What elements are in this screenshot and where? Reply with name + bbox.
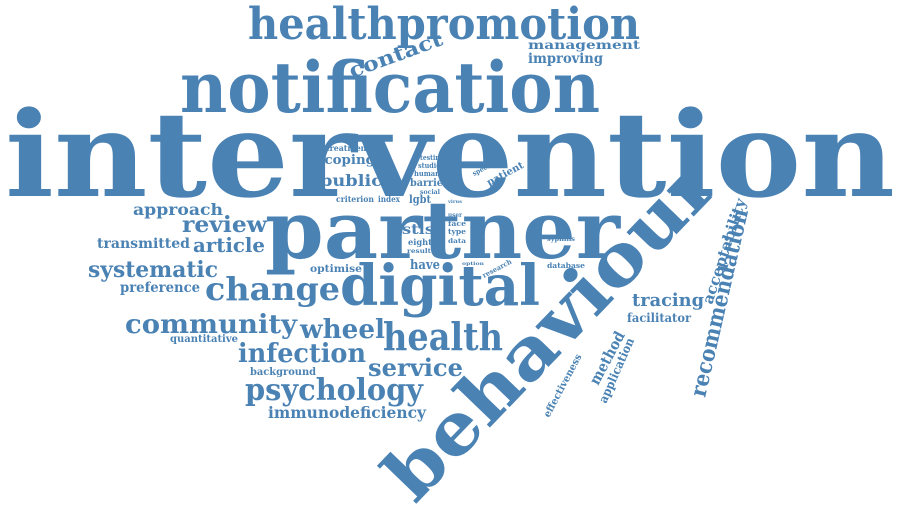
word-barrier: barrier: [410, 178, 449, 189]
word-tracing: tracing: [632, 290, 704, 311]
word-immunodeficiency: immunodeficiency: [268, 403, 427, 422]
word-lgbt: lgbt: [409, 193, 432, 206]
word-preference: preference: [120, 280, 200, 296]
word-eight: eight: [408, 237, 432, 247]
word-service: service: [368, 353, 463, 382]
word-data: data: [448, 238, 466, 245]
word-type: type: [448, 227, 467, 236]
word-syphilis: syphilis: [547, 236, 576, 243]
word-article: article: [193, 233, 265, 257]
word-management: management: [528, 38, 641, 52]
word-psychology: psychology: [245, 373, 425, 408]
word-have: have: [410, 258, 440, 273]
word-wheel: wheel: [299, 315, 385, 345]
word-index: index: [378, 194, 400, 204]
word-human: human: [414, 169, 440, 178]
word-review: review: [182, 212, 268, 238]
word-face: face: [448, 219, 467, 228]
word-scoping: scoping: [317, 153, 375, 168]
word-user: user: [448, 212, 463, 219]
word-optimise: optimise: [310, 264, 362, 275]
word-stis: stis: [402, 222, 434, 238]
word-improving: improving: [528, 51, 603, 67]
word-database: database: [547, 261, 586, 270]
word-transmitted: transmitted: [97, 236, 190, 252]
word-public: public: [320, 171, 382, 190]
word-healthpromotion: healthpromotion: [248, 0, 640, 50]
word-change: change: [205, 270, 340, 308]
word-treatment: treatment: [326, 143, 370, 153]
word-studies: studies: [418, 161, 444, 170]
word-health: health: [383, 314, 503, 359]
word-digital: digital: [340, 253, 540, 319]
word-community: community: [125, 310, 298, 340]
word-virus: virus: [447, 199, 462, 205]
word-social: social: [420, 189, 441, 196]
word-criterion: criterion: [336, 194, 374, 204]
word-quantitative: quantitative: [170, 334, 238, 345]
word-background: background: [250, 367, 316, 378]
word-intervention: intervention: [5, 85, 895, 224]
word-testing: testing: [420, 153, 444, 162]
word-facilitator: facilitator: [627, 311, 692, 325]
word-result: result: [407, 248, 431, 255]
word-option: option: [462, 261, 484, 267]
word-notification: notification: [180, 46, 600, 129]
word-infection: infection: [238, 339, 366, 369]
word-systematic: systematic: [88, 257, 218, 283]
word-partner: partner: [265, 183, 621, 277]
word-approach: approach: [133, 200, 223, 219]
